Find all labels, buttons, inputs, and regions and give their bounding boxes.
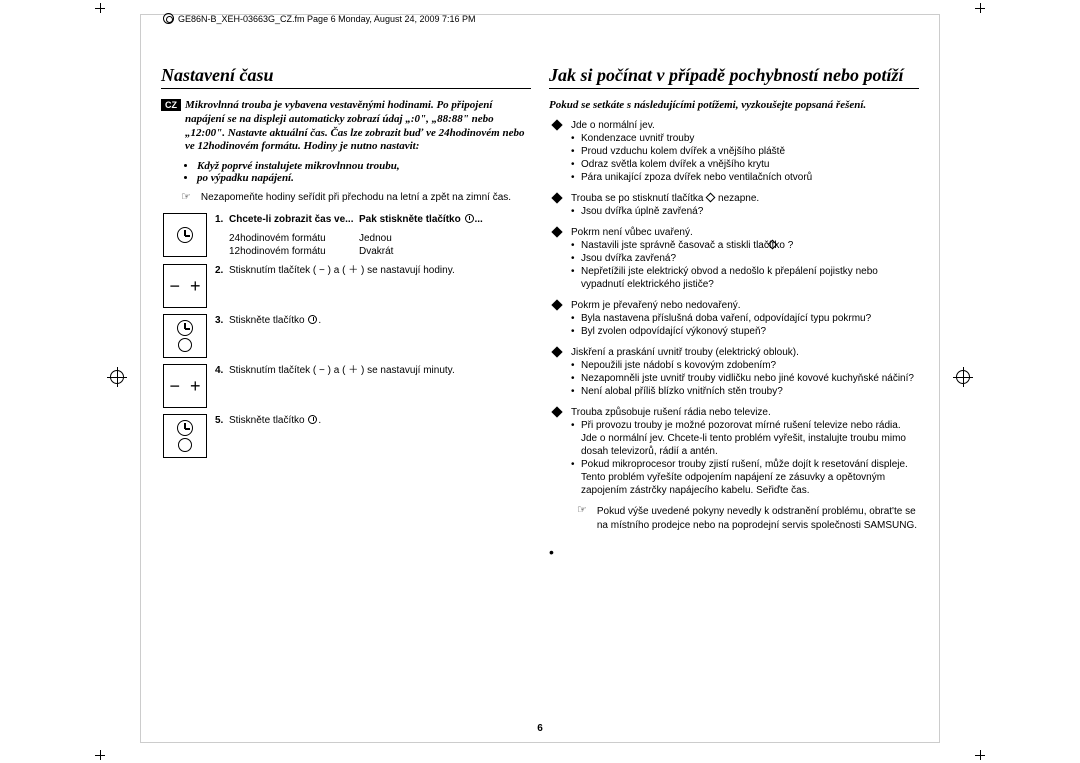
clock-icon — [308, 415, 317, 424]
t-bullet: Jsou dvířka zavřená? — [571, 252, 919, 265]
step-label-a: Chcete-li zobrazit čas ve... — [229, 213, 359, 226]
step-num: 5. — [215, 414, 229, 427]
diamond-icon — [551, 226, 562, 237]
step-num: 2. — [215, 264, 229, 277]
step-label-b: Pak stiskněte tlačítko ... — [359, 213, 483, 226]
t-bullet: Kondenzace uvnitř trouby — [571, 132, 919, 145]
minus-icon: − — [169, 376, 180, 397]
t-bullet: Nepoužili jste nádobí s kovovým zdobením… — [571, 359, 919, 372]
t-head: Pokrm není vůbec uvařený. — [571, 226, 693, 239]
step-text: Stiskněte tlačítko — [229, 315, 305, 326]
plus-icon: + — [190, 376, 201, 397]
cell: 12hodinovém formátu — [229, 245, 359, 258]
t-head: Jiskření a praskání uvnitř trouby (elekt… — [571, 346, 799, 359]
cell: Dvakrát — [359, 245, 393, 258]
t-head: Jde o normální jev. — [571, 119, 655, 132]
right-title: Jak si počínat v případě pochybností neb… — [549, 65, 919, 89]
right-column: Jak si počínat v případě pochybností neb… — [549, 65, 919, 560]
clock-icon — [177, 320, 193, 336]
step-num: 4. — [215, 364, 229, 377]
crop-mark — [975, 750, 985, 760]
registration-mark — [956, 370, 970, 384]
note-icon: ☞ — [577, 505, 587, 532]
t-bullet: Proud vzduchu kolem dvířek a vnějšího pl… — [571, 145, 919, 158]
header-info: GE86N-B_XEH-03663G_CZ.fm Page 6 Monday, … — [163, 13, 476, 24]
note-icon: ☞ — [181, 192, 191, 203]
step-icon-clock-btn — [163, 414, 207, 458]
diamond-icon — [551, 406, 562, 417]
t-bullet: Odraz světla kolem dvířek a vnějšího kry… — [571, 158, 919, 171]
crop-mark — [95, 750, 105, 760]
diamond-icon — [551, 192, 562, 203]
step-text: Stisknutím tlačítek ( − ) a ( ＋ ) se nas… — [229, 365, 455, 376]
clock-icon — [177, 420, 193, 436]
plus-icon: + — [190, 276, 201, 297]
button-icon — [178, 338, 192, 352]
step-icon-clock — [163, 213, 207, 257]
registration-mark — [110, 370, 124, 384]
left-column: Nastavení času CZ Mikrovlnná trouba je v… — [161, 65, 531, 560]
cz-badge: CZ — [161, 99, 181, 111]
t-bullet: Jsou dvířka úplně zavřená? — [571, 205, 919, 218]
left-intro: Mikrovlnná trouba je vybavena vestavěným… — [185, 99, 531, 154]
page-frame: GE86N-B_XEH-03663G_CZ.fm Page 6 Monday, … — [140, 14, 940, 743]
final-text: Pokud výše uvedené pokyny nevedly k odst… — [597, 505, 919, 532]
step-icon-clock-btn — [163, 314, 207, 358]
steps: 1. Chcete-li zobrazit čas ve... Pak stis… — [163, 213, 531, 458]
step-num: 1. — [215, 213, 229, 226]
crop-mark — [975, 3, 985, 13]
target-icon — [163, 13, 174, 24]
t-bullet: Nepřetížili jste elektrický obvod a nedo… — [571, 265, 919, 291]
clock-icon — [308, 315, 317, 324]
cell: 24hodinovém formátu — [229, 232, 359, 245]
t-bullet: Při provozu trouby je možné pozorovat mí… — [571, 419, 919, 458]
clock-icon — [465, 214, 474, 223]
step-icon-pm: −+ — [163, 264, 207, 308]
start-icon — [706, 192, 716, 202]
intro-bullets: Když poprvé instalujete mikrovlnnou trou… — [181, 160, 531, 184]
t-bullet: Byla nastavena příslušná doba vaření, od… — [571, 312, 919, 325]
diamond-icon — [551, 119, 562, 130]
t-bullet: Byl zvolen odpovídající výkonový stupeň? — [571, 325, 919, 338]
center-dot: • — [549, 544, 919, 560]
header-path: GE86N-B_XEH-03663G_CZ.fm Page 6 Monday, … — [178, 14, 476, 24]
right-intro: Pokud se setkáte s následujícími potížem… — [549, 99, 919, 111]
t-head: Pokrm je převařený nebo nedovařený. — [571, 299, 741, 312]
t-bullet: Nastavili jste správně časovač a stiskli… — [571, 239, 919, 252]
button-icon — [178, 438, 192, 452]
t-bullet: Pára unikající zpoza dvířek nebo ventila… — [571, 171, 919, 184]
step-text: Stisknutím tlačítek ( − ) a ( ＋ ) se nas… — [229, 265, 455, 276]
bullet: Když poprvé instalujete mikrovlnnou trou… — [197, 160, 531, 172]
t-bullet: Pokud mikroprocesor trouby zjistí rušení… — [571, 458, 919, 497]
left-title: Nastavení času — [161, 65, 531, 89]
step-text: Stiskněte tlačítko — [229, 415, 305, 426]
step-icon-pm: −+ — [163, 364, 207, 408]
minus-icon: − — [169, 276, 180, 297]
note-text: Nezapomeňte hodiny seřídit při přechodu … — [201, 192, 511, 203]
t-head: Trouba způsobuje rušení rádia nebo telev… — [571, 406, 771, 419]
page-number: 6 — [537, 723, 543, 734]
final-note: ☞ Pokud výše uvedené pokyny nevedly k od… — [577, 505, 919, 532]
bullet: po výpadku napájení. — [197, 172, 531, 184]
diamond-icon — [551, 346, 562, 357]
cell: Jednou — [359, 232, 392, 245]
step-num: 3. — [215, 314, 229, 327]
diamond-icon — [551, 299, 562, 310]
t-bullet: Není alobal příliš blízko vnitřních stěn… — [571, 385, 919, 398]
clock-icon — [177, 227, 193, 243]
t-head: Trouba se po stisknutí tlačítka nezapne. — [571, 192, 759, 205]
crop-mark — [95, 3, 105, 13]
t-bullet: Nezapomněli jste uvnitř trouby vidličku … — [571, 372, 919, 385]
note-row: ☞ Nezapomeňte hodiny seřídit při přechod… — [181, 192, 531, 203]
